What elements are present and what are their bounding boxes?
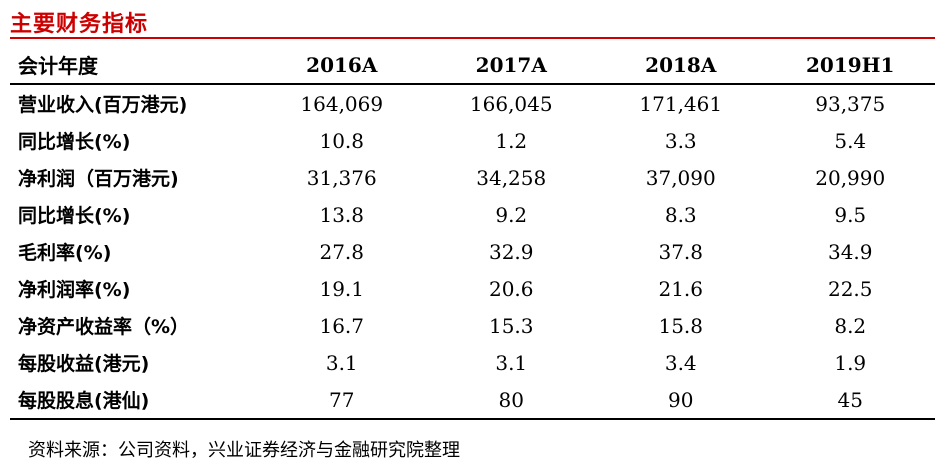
table-cell: 37,090 (645, 165, 716, 190)
row-label: 毛利率(%) (18, 242, 112, 264)
table-cell: 10.8 (319, 128, 365, 153)
header-fiscal-year: 会计年度 (10, 46, 257, 85)
header-2017a: 2017A (426, 46, 596, 85)
table-cell: 31,376 (306, 165, 377, 190)
table-cell: 3.4 (664, 350, 697, 375)
table-cell: 164,069 (300, 91, 384, 116)
table-cell: 5.4 (834, 128, 867, 153)
row-label: 营业收入(百万港元) (18, 94, 188, 116)
table-cell: 32.9 (488, 239, 534, 264)
table-title: 主要财务指标 (10, 12, 149, 37)
table-cell: 80 (426, 381, 596, 420)
title-divider (10, 37, 935, 39)
table-cell: 3.1 (325, 350, 358, 375)
table-row: 净利润（百万港元) 31,376 34,258 37,090 20,990 (10, 159, 935, 196)
table-row: 同比增长(%) 13.8 9.2 8.3 9.5 (10, 196, 935, 233)
table-cell: 93,375 (815, 91, 886, 116)
header-2018a: 2018A (596, 46, 766, 85)
table-cell: 9.2 (495, 202, 528, 227)
table-cell: 22.5 (827, 276, 873, 301)
table-cell: 1.2 (495, 128, 528, 153)
table-cell: 13.8 (319, 202, 365, 227)
table-row: 净资产收益率（%） 16.7 15.3 15.8 8.2 (10, 307, 935, 344)
table-cell: 15.8 (658, 313, 704, 338)
table-cell: 8.2 (834, 313, 867, 338)
table-cell: 34.9 (827, 239, 873, 264)
table-cell: 166,045 (469, 91, 553, 116)
row-label: 每股股息(港仙) (10, 381, 257, 420)
table-cell: 3.3 (664, 128, 697, 153)
table-cell: 37.8 (658, 239, 704, 264)
row-label: 净利润率(%) (18, 279, 131, 301)
header-2019h1: 2019H1 (765, 46, 935, 85)
table-row: 毛利率(%) 27.8 32.9 37.8 34.9 (10, 233, 935, 270)
table-row: 每股股息(港仙) 77 80 90 45 (10, 381, 935, 420)
table-cell: 3.1 (495, 350, 528, 375)
source-note: 资料来源：公司资料，兴业证券经济与金融研究院整理 (28, 440, 460, 461)
row-label: 同比增长(%) (18, 131, 131, 153)
table-row: 每股收益(港元) 3.1 3.1 3.4 1.9 (10, 344, 935, 381)
table-cell: 15.3 (488, 313, 534, 338)
table-cell: 1.9 (834, 350, 867, 375)
table-cell: 171,461 (639, 91, 723, 116)
table-cell: 90 (596, 381, 766, 420)
header-row: 会计年度 2016A 2017A 2018A 2019H1 (10, 46, 935, 85)
table-cell: 20.6 (488, 276, 534, 301)
financial-indicators-table: 会计年度 2016A 2017A 2018A 2019H1 营业收入(百万港元)… (10, 46, 935, 420)
row-label: 每股收益(港元) (18, 353, 150, 375)
table-cell: 34,258 (476, 165, 547, 190)
table-cell: 16.7 (319, 313, 365, 338)
row-label: 同比增长(%) (18, 205, 131, 227)
table-cell: 19.1 (319, 276, 365, 301)
row-label: 净资产收益率（%） (18, 316, 190, 338)
table-cell: 45 (765, 381, 935, 420)
header-2016a: 2016A (257, 46, 427, 85)
table-cell: 77 (257, 381, 427, 420)
table-cell: 21.6 (658, 276, 704, 301)
row-label: 净利润（百万港元) (18, 168, 179, 190)
table-row: 净利润率(%) 19.1 20.6 21.6 22.5 (10, 270, 935, 307)
table-cell: 8.3 (664, 202, 697, 227)
table-cell: 9.5 (834, 202, 867, 227)
table-row: 营业收入(百万港元) 164,069 166,045 171,461 93,37… (10, 84, 935, 122)
table-cell: 27.8 (319, 239, 365, 264)
table-row: 同比增长(%) 10.8 1.2 3.3 5.4 (10, 122, 935, 159)
table-cell: 20,990 (815, 165, 886, 190)
